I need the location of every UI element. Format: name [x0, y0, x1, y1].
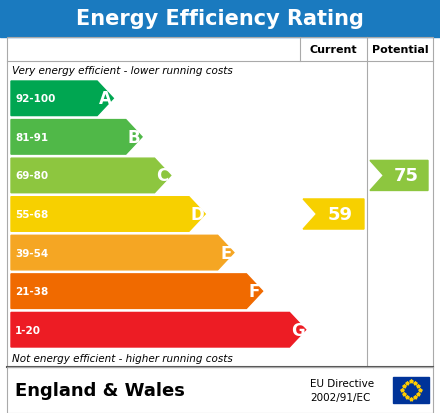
- Bar: [7, 38, 433, 367]
- Text: 81-91: 81-91: [15, 133, 48, 142]
- Polygon shape: [11, 274, 263, 309]
- Text: EU Directive
2002/91/EC: EU Directive 2002/91/EC: [310, 378, 374, 401]
- Bar: [7, 367, 433, 413]
- Text: 69-80: 69-80: [15, 171, 48, 181]
- Text: Current: Current: [310, 45, 357, 55]
- Bar: [393, 377, 429, 403]
- Text: G: G: [291, 321, 304, 339]
- Text: A: A: [99, 90, 112, 108]
- Text: Energy Efficiency Rating: Energy Efficiency Rating: [76, 9, 364, 29]
- Text: 21-38: 21-38: [15, 287, 48, 297]
- Text: Not energy efficient - higher running costs: Not energy efficient - higher running co…: [12, 353, 233, 363]
- Bar: [0, 0, 440, 38]
- Text: 59: 59: [328, 206, 353, 223]
- Text: E: E: [220, 244, 231, 262]
- Polygon shape: [370, 161, 428, 191]
- Text: England & Wales: England & Wales: [15, 381, 185, 399]
- Text: C: C: [157, 167, 169, 185]
- Text: Potential: Potential: [372, 45, 428, 55]
- Text: Very energy efficient - lower running costs: Very energy efficient - lower running co…: [12, 66, 233, 76]
- Polygon shape: [11, 120, 142, 155]
- Polygon shape: [303, 199, 364, 230]
- Text: 39-54: 39-54: [15, 248, 48, 258]
- Polygon shape: [11, 197, 205, 232]
- Text: D: D: [190, 206, 204, 223]
- Polygon shape: [11, 159, 171, 193]
- Text: 55-68: 55-68: [15, 209, 48, 219]
- Text: B: B: [128, 128, 140, 147]
- Polygon shape: [11, 236, 234, 270]
- Text: F: F: [249, 282, 260, 300]
- Polygon shape: [11, 82, 114, 116]
- Text: 1-20: 1-20: [15, 325, 41, 335]
- Polygon shape: [11, 313, 306, 347]
- Text: 92-100: 92-100: [15, 94, 55, 104]
- Text: 75: 75: [393, 167, 418, 185]
